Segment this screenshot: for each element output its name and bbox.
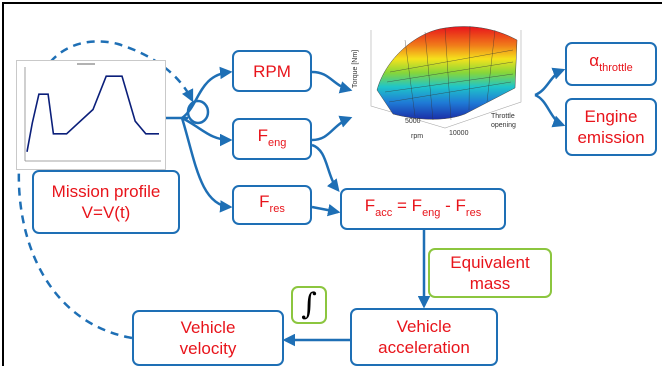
engine-emission-box: Engine emission bbox=[565, 98, 657, 156]
torque-surface-plot: Torque [Nm] rpm 5000 10000 Throttle open… bbox=[352, 25, 522, 140]
mission-profile-plot bbox=[16, 60, 166, 170]
diagram-frame bbox=[2, 2, 662, 366]
x-axis-label: rpm bbox=[411, 133, 423, 140]
resistance-force-box: Fres bbox=[232, 185, 312, 225]
feedback-dashed-arrow bbox=[17, 40, 194, 340]
vehicle-acceleration-line1: Vehicle bbox=[396, 317, 452, 336]
junction-to-rpm-arrow bbox=[181, 66, 233, 120]
throttle-angle-label: αthrottle bbox=[589, 50, 633, 74]
throttle-angle-box: αthrottle bbox=[565, 42, 657, 86]
map-to-emission-arrow bbox=[534, 93, 566, 128]
map-to-alpha-arrow bbox=[534, 67, 566, 97]
junction-circle bbox=[186, 99, 210, 125]
mission-profile-title: Mission profile bbox=[51, 182, 161, 201]
acceleration-force-equation: Facc = Feng - Fres bbox=[364, 195, 482, 219]
vehicle-velocity-line1: Vehicle bbox=[180, 318, 236, 337]
junction-to-fres-arrow bbox=[180, 117, 233, 213]
engine-torque-map: Torque [Nm] rpm 5000 10000 Throttle open… bbox=[345, 10, 535, 150]
fres-to-facc-arrow bbox=[311, 203, 341, 217]
integral-box: ∫ bbox=[291, 286, 327, 324]
feng-to-map-arrow bbox=[311, 115, 353, 142]
y-axis-label-line1: Throttle bbox=[491, 113, 515, 120]
vehicle-velocity-box: Vehicle velocity bbox=[132, 310, 284, 366]
engine-emission-line2: emission bbox=[577, 128, 645, 147]
vehicle-acceleration-line2: acceleration bbox=[378, 338, 470, 357]
engine-force-box: Feng bbox=[232, 118, 312, 160]
resistance-force-label: Fres bbox=[259, 191, 285, 215]
surface-box-outline bbox=[370, 30, 522, 129]
rpm-box: RPM bbox=[232, 50, 312, 92]
y-axis-label-line2: opening bbox=[491, 122, 516, 129]
x-tick-5000: 5000 bbox=[405, 118, 421, 125]
torque-surface bbox=[376, 26, 518, 120]
integral-symbol: ∫ bbox=[301, 287, 317, 322]
velocity-time-chart bbox=[24, 63, 161, 162]
engine-force-label: Feng bbox=[257, 125, 287, 149]
engine-emission-line1: Engine bbox=[584, 107, 638, 126]
acceleration-force-box: Facc = Feng - Fres bbox=[340, 188, 506, 230]
velocity-profile-line bbox=[26, 75, 159, 152]
rpm-to-map-arrow bbox=[311, 70, 353, 94]
z-axis-label: Torque [Nm] bbox=[352, 50, 359, 88]
equivalent-mass-box: Equivalent mass bbox=[428, 248, 552, 298]
vehicle-velocity-line2: velocity bbox=[179, 339, 237, 358]
feng-to-facc-arrow bbox=[311, 143, 340, 192]
equivalent-mass-line2: mass bbox=[469, 274, 511, 293]
rpm-label: RPM bbox=[253, 61, 291, 81]
x-tick-10000: 10000 bbox=[449, 130, 469, 137]
vehicle-acceleration-box: Vehicle acceleration bbox=[350, 308, 498, 366]
surface-mesh bbox=[384, 25, 514, 121]
equivalent-mass-line1: Equivalent bbox=[450, 253, 530, 272]
mission-profile-formula: V=V(t) bbox=[81, 203, 131, 222]
mission-profile-box: Mission profile V=V(t) bbox=[32, 170, 180, 234]
junction-to-feng-arrow bbox=[181, 116, 233, 147]
